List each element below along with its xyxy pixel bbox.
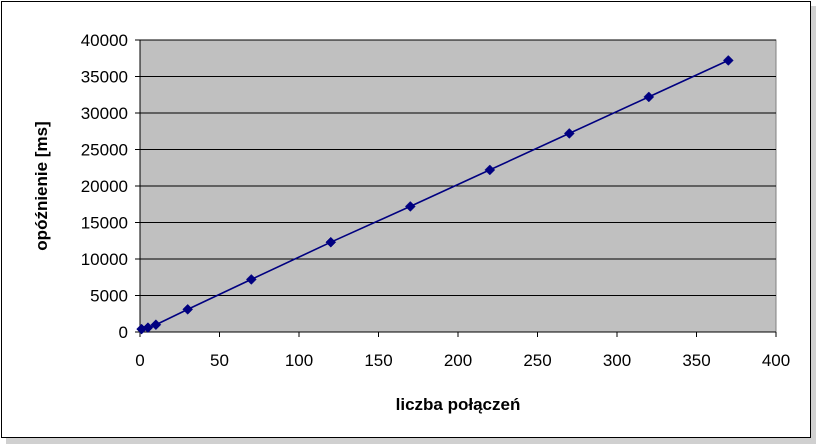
data-point-marker xyxy=(563,128,575,139)
y-tick-labels: 0 5000 10000 15000 20000 25000 30000 35000 40000 xyxy=(81,31,128,342)
grid-lines xyxy=(140,39,776,296)
y-tick-label: 30000 xyxy=(81,104,128,123)
y-tick-label: 0 xyxy=(119,323,128,342)
x-tick-label: 100 xyxy=(285,351,313,370)
y-tick-label: 35000 xyxy=(81,68,128,87)
data-point-marker xyxy=(643,91,655,103)
data-point-marker xyxy=(245,274,257,285)
axes xyxy=(135,39,777,337)
data-point-marker xyxy=(484,164,496,176)
data-point-marker xyxy=(142,322,154,333)
x-tick-label: 150 xyxy=(364,351,392,370)
chart-shadow-right xyxy=(811,6,816,444)
x-tick-label: 250 xyxy=(523,351,551,370)
data-point-marker xyxy=(722,55,734,66)
y-tick-label: 5000 xyxy=(90,287,128,306)
series-layer xyxy=(136,55,734,335)
data-point-marker xyxy=(325,236,337,248)
x-tick-labels: 0 50 100 150 200 250 300 350 400 xyxy=(135,351,790,370)
x-tick-label: 350 xyxy=(682,351,710,370)
x-axis-title: liczba połączeń xyxy=(396,395,521,414)
y-tick-label: 25000 xyxy=(81,141,128,160)
chart-shadow xyxy=(6,438,814,444)
data-point-marker xyxy=(150,319,162,331)
y-tick-label: 20000 xyxy=(81,177,128,196)
data-point-marker xyxy=(404,201,416,212)
x-tick-label: 50 xyxy=(210,351,229,370)
x-tick-label: 0 xyxy=(135,351,144,370)
x-tick-label: 300 xyxy=(603,351,631,370)
y-axis-title: opóźnienie [ms] xyxy=(32,121,51,250)
data-point-marker xyxy=(182,304,194,315)
y-tick-label: 40000 xyxy=(81,31,128,50)
y-tick-label: 15000 xyxy=(81,214,128,233)
x-tick-label: 200 xyxy=(444,351,472,370)
y-tick-label: 10000 xyxy=(81,250,128,269)
x-tick-label: 400 xyxy=(762,351,790,370)
